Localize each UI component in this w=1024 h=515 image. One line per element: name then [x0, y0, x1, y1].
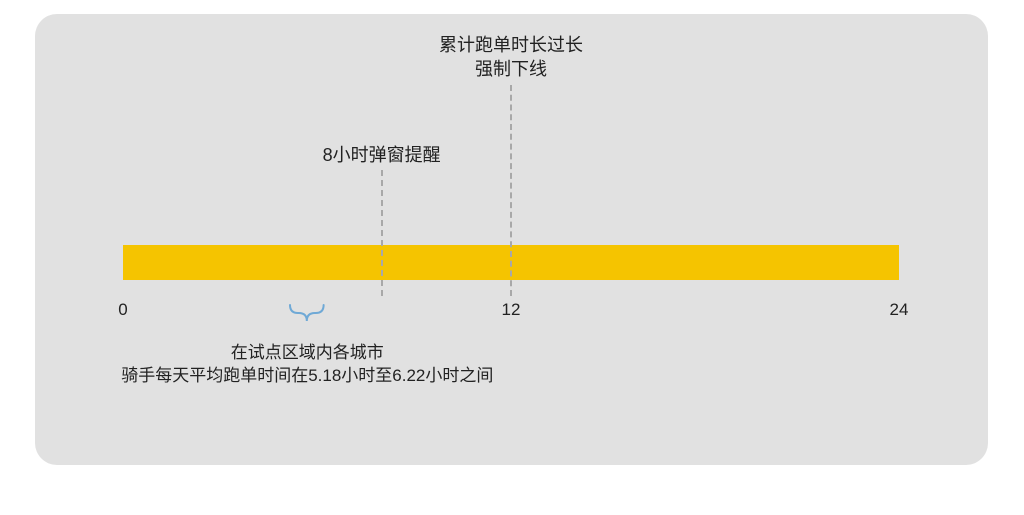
axis-tick-24: 24 — [890, 300, 909, 320]
range-brace-label: 在试点区域内各城市骑手每天平均跑单时间在5.18小时至6.22小时之间 — [121, 342, 493, 388]
marker-line-forced-offline — [510, 85, 512, 296]
marker-line-eight-hour-popup — [381, 170, 383, 296]
marker-label-eight-hour-popup: 8小时弹窗提醒 — [323, 143, 441, 167]
axis-tick-0: 0 — [118, 300, 127, 320]
marker-label-forced-offline: 累计跑单时长过长强制下线 — [439, 33, 583, 82]
range-brace — [288, 303, 326, 331]
axis-tick-12: 12 — [502, 300, 521, 320]
